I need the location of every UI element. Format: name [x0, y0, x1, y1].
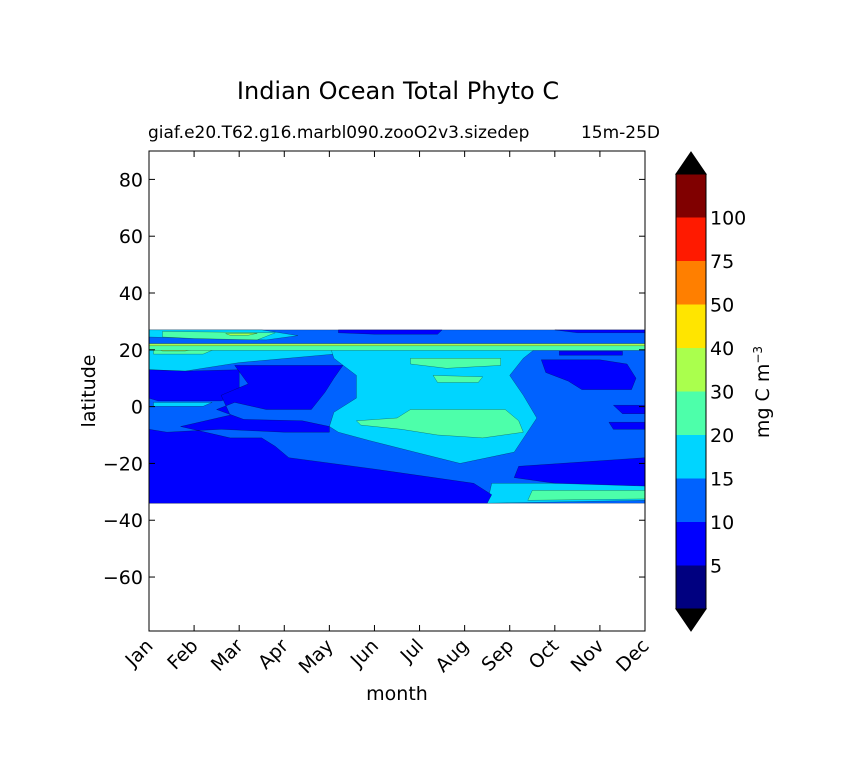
colorbar-segment: [676, 391, 706, 435]
colorbar-segment: [676, 435, 706, 479]
region-main-green-4: [527, 490, 646, 501]
y-tick-label: 60: [119, 226, 143, 248]
x-tick-label: May: [295, 635, 338, 678]
x-tick-label: Jan: [121, 635, 158, 672]
region-main-green-3: [355, 409, 524, 439]
colorbar-segment: [676, 261, 706, 305]
region-main-dark-7: [608, 422, 646, 430]
colorbar-tick-label: 75: [710, 251, 734, 273]
colorbar-segment: [676, 522, 706, 566]
colorbar-tick-label: 100: [710, 208, 746, 230]
colorbar-frame: [675, 173, 707, 610]
colorbar: 5 10 15 20 30 40 50 75 100: [675, 151, 746, 632]
y-tick-label: −60: [103, 567, 143, 589]
x-tick-label: Nov: [567, 635, 609, 677]
colorbar-tick-label: 30: [710, 382, 734, 404]
colorbar-segment: [676, 304, 706, 348]
region-main-green-1: [410, 358, 501, 369]
plot-area-frame: [148, 150, 646, 632]
y-axis: 80 60 40 20 0 −20 −40 −60: [103, 169, 645, 589]
y-tick-label: −20: [103, 453, 143, 475]
y-tick-label: 20: [119, 340, 143, 362]
colorbar-segment: [676, 565, 706, 609]
region-main-dark-5: [559, 351, 623, 356]
colorbar-segment: [676, 217, 706, 261]
chart-subtitle-run: giaf.e20.T62.g16.marbl090.zooO2v3.sizede…: [148, 123, 529, 143]
y-tick-label: −40: [103, 510, 143, 532]
region-band-green: [148, 345, 646, 351]
region-north-dark-1: [338, 329, 443, 335]
x-tick-label: Oct: [525, 635, 564, 674]
y-tick-label: 0: [131, 397, 143, 419]
contour-fill-layer: [148, 329, 646, 504]
colorbar-extend-max: [675, 151, 707, 175]
x-tick-label: Mar: [207, 635, 248, 676]
x-tick-label: Feb: [163, 635, 202, 674]
colorbar-extend-min: [675, 608, 707, 632]
colorbar-segment: [676, 478, 706, 522]
x-tick-label: Sep: [477, 635, 518, 676]
x-tick-label: Dec: [612, 635, 654, 677]
colorbar-tick-label: 15: [710, 469, 734, 491]
region-main-green-2: [432, 375, 484, 383]
colorbar-tick-label: 50: [710, 295, 734, 317]
colorbar-tick-label: 5: [710, 556, 722, 578]
region-main-dark-2: [148, 365, 492, 504]
colorbar-tick-label: 10: [710, 512, 734, 534]
colorbar-label-exponent: −3: [751, 346, 765, 364]
y-axis-label: latitude: [78, 355, 100, 428]
chart-subtitle-date: 15m-25D: [581, 123, 660, 143]
x-tick-label: Jun: [346, 635, 383, 672]
colorbar-segment: [676, 174, 706, 218]
x-tick-label: Aug: [431, 635, 473, 677]
colorbar-tick-label: 20: [710, 425, 734, 447]
region-main-dark-4: [513, 457, 646, 487]
region-north-yellow-1: [225, 333, 258, 336]
y-tick-label: 80: [119, 169, 143, 191]
region-main-light-4: [153, 402, 213, 407]
colorbar-label: mg C m−3: [751, 346, 774, 438]
colorbar-tick-label: 40: [710, 338, 734, 360]
region-main-dark-3: [541, 359, 637, 390]
x-tick-label: Apr: [254, 635, 293, 674]
colorbar-label-text: mg C m: [752, 364, 774, 438]
chart-title: Indian Ocean Total Phyto C: [237, 77, 559, 105]
y-tick-label: 40: [119, 283, 143, 305]
x-tick-label: Jul: [396, 635, 428, 667]
x-axis-label: month: [366, 683, 428, 705]
colorbar-segment: [676, 348, 706, 392]
